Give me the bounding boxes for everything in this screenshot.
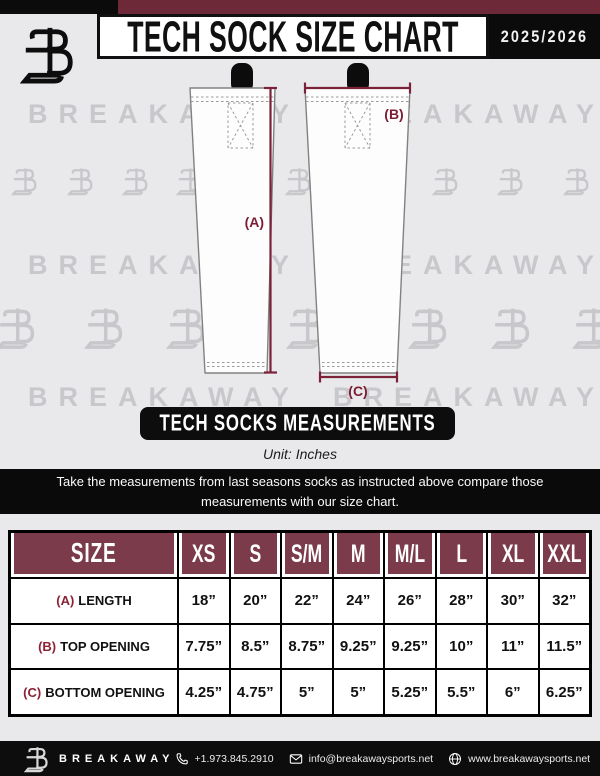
table-cell: 8.75”	[280, 622, 332, 669]
col-header-xs: XS	[177, 533, 229, 577]
instruction-text: Take the measurements from last seasons …	[56, 474, 544, 509]
table-cell: 32”	[537, 577, 589, 623]
unit-note: Unit: Inches	[263, 446, 337, 462]
page-title: TECH SOCK SIZE CHART	[127, 10, 459, 61]
table-cell: 26”	[383, 577, 435, 623]
phone-number: +1.973.845.2910	[194, 752, 274, 765]
stitch-lines	[191, 96, 274, 367]
footer-brand-wordmark: BREAKAWAY	[59, 752, 175, 765]
col-header-size: SIZE	[11, 533, 177, 577]
row-label-top-opening: (B) TOP OPENING	[11, 622, 177, 669]
instruction-bar: Take the measurements from last seasons …	[0, 469, 600, 514]
footer-email[interactable]: info@breakawaysports.net	[289, 752, 433, 766]
table-cell: 22”	[280, 577, 332, 623]
title-box: TECH SOCK SIZE CHART	[97, 10, 489, 61]
header-strip-black	[0, 0, 118, 14]
table-cell: 7.75”	[177, 622, 229, 669]
table-cell: 9.25”	[383, 622, 435, 669]
table-cell: 5”	[280, 668, 332, 714]
envelope-icon	[289, 753, 302, 764]
sock-hanger-tab	[231, 63, 253, 93]
footer-contacts: +1.973.845.2910 info@breakawaysports.net…	[175, 752, 590, 766]
measure-line-b	[303, 82, 412, 94]
sock-body	[189, 87, 276, 374]
footer-website[interactable]: www.breakawaysports.net	[448, 752, 590, 766]
stitch-lines	[306, 96, 409, 367]
size-table: SIZE XS S S/M M M/L L XL XXL (A) LENGTH 1…	[8, 530, 592, 717]
table-cell: 6”	[486, 668, 538, 714]
footer-bar: BREAKAWAY +1.973.845.2910 info@breakaway…	[0, 741, 600, 776]
col-header-l: L	[434, 533, 487, 577]
col-header-xl: XL	[486, 533, 538, 577]
col-header-s: S	[228, 533, 281, 577]
footer-phone[interactable]: +1.973.845.2910	[175, 752, 274, 766]
row-label-bottom-opening: (C) BOTTOM OPENING	[11, 668, 177, 714]
season-label: 2025/2026	[500, 26, 589, 46]
sock-diagram: (A) (B)	[0, 63, 600, 399]
measurements-banner: TECH SOCKS MEASUREMENTS	[140, 407, 455, 440]
table-cell: 4.75”	[228, 668, 280, 714]
table-cell: 4.25”	[177, 668, 229, 714]
watermark-logo-row-large	[0, 306, 600, 349]
col-header-ml: M/L	[383, 533, 435, 577]
table-cell: 11”	[486, 622, 538, 669]
row-label-length: (A) LENGTH	[11, 577, 177, 623]
watermark-logo-row-small	[12, 167, 589, 196]
col-header-sm: S/M	[280, 533, 332, 577]
table-cell: 20”	[228, 577, 280, 623]
breakaway-logo-icon	[25, 745, 48, 772]
measure-label-b: (B)	[384, 106, 403, 122]
sock-front-view: (A)	[189, 63, 277, 374]
phone-icon	[176, 752, 188, 764]
table-cell: 10”	[434, 622, 486, 669]
table-cell: 24”	[331, 577, 383, 623]
col-header-xxl: XXL	[537, 533, 590, 577]
table-cell: 9.25”	[331, 622, 383, 669]
sock-body	[304, 87, 411, 374]
sock-hanger-tab	[347, 63, 369, 93]
table-cell: 5”	[331, 668, 383, 714]
measure-label-a: (A)	[245, 214, 264, 230]
measure-label-c: (C)	[348, 383, 367, 399]
email-address: info@breakawaysports.net	[308, 752, 434, 765]
table-cell: 30”	[486, 577, 538, 623]
sock-back-view: (B) (C)	[303, 63, 412, 399]
table-cell: 5.25”	[383, 668, 435, 714]
velcro-patch	[227, 102, 254, 149]
table-cell: 11.5”	[537, 622, 589, 669]
season-badge: 2025/2026	[489, 14, 600, 59]
table-cell: 6.25”	[537, 668, 589, 714]
table-cell: 5.5”	[434, 668, 486, 714]
velcro-patch	[344, 102, 371, 149]
col-header-m: M	[331, 533, 384, 577]
measure-line-a	[264, 86, 277, 374]
header-strip-maroon	[118, 0, 600, 14]
measurements-banner-label: TECH SOCKS MEASUREMENTS	[159, 410, 436, 436]
table-cell: 18”	[177, 577, 229, 623]
website-url: www.breakawaysports.net	[468, 752, 591, 765]
measure-line-c	[318, 371, 399, 383]
table-cell: 8.5”	[228, 622, 280, 669]
globe-icon	[449, 752, 462, 765]
table-cell: 28”	[434, 577, 486, 623]
